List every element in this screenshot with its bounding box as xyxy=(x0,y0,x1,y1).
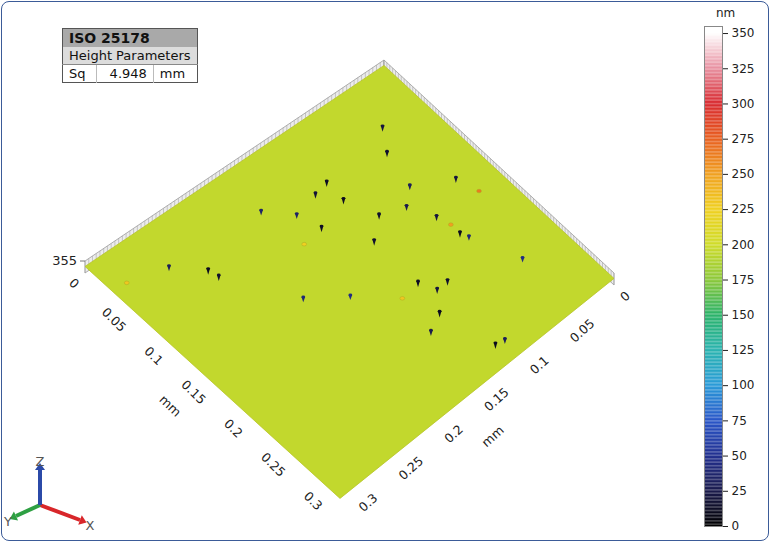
svg-text:0.2: 0.2 xyxy=(441,422,466,446)
html-text:mm: mm xyxy=(159,66,186,81)
html-text:Sq: Sq xyxy=(69,66,86,81)
svg-text:0.25: 0.25 xyxy=(258,449,288,479)
html-text:nm: nm xyxy=(716,6,736,20)
svg-text:175: 175 xyxy=(732,273,755,287)
svg-text:0: 0 xyxy=(66,275,82,291)
svg-text:50: 50 xyxy=(732,449,747,463)
svg-text:355: 355 xyxy=(52,253,77,268)
svg-text:mm: mm xyxy=(479,423,507,450)
svg-text:75: 75 xyxy=(732,414,747,428)
html-text:4.948: 4.948 xyxy=(109,66,147,81)
svg-text:100: 100 xyxy=(732,378,755,392)
svg-text:0.25: 0.25 xyxy=(395,453,426,483)
svg-text:mm: mm xyxy=(156,392,184,420)
html-text:Height Parameters: Height Parameters xyxy=(69,48,191,63)
svg-text:0.3: 0.3 xyxy=(356,490,381,514)
svg-text:0: 0 xyxy=(617,288,633,305)
svg-text:125: 125 xyxy=(732,343,755,357)
svg-text:300: 300 xyxy=(732,97,755,111)
svg-text:250: 250 xyxy=(732,167,755,181)
svg-text:350: 350 xyxy=(732,26,755,40)
svg-text:Y: Y xyxy=(3,514,12,529)
svg-text:0.15: 0.15 xyxy=(481,384,512,414)
html-text:ISO 25178: ISO 25178 xyxy=(69,30,150,46)
svg-text:200: 200 xyxy=(732,238,755,252)
svg-text:0.05: 0.05 xyxy=(99,304,129,334)
svg-text:225: 225 xyxy=(732,202,755,216)
svg-text:0.1: 0.1 xyxy=(142,343,167,368)
svg-text:X: X xyxy=(86,518,95,533)
svg-text:Z: Z xyxy=(36,454,45,469)
svg-text:150: 150 xyxy=(732,308,755,322)
svg-text:0.15: 0.15 xyxy=(179,377,209,407)
svg-text:0.05: 0.05 xyxy=(567,316,598,346)
svg-text:0: 0 xyxy=(732,519,740,533)
svg-text:25: 25 xyxy=(732,484,747,498)
svg-text:325: 325 xyxy=(732,62,755,76)
svg-text:0.3: 0.3 xyxy=(301,488,326,513)
svg-text:275: 275 xyxy=(732,132,755,146)
svg-text:0.2: 0.2 xyxy=(221,416,246,441)
svg-text:0.1: 0.1 xyxy=(527,353,552,377)
